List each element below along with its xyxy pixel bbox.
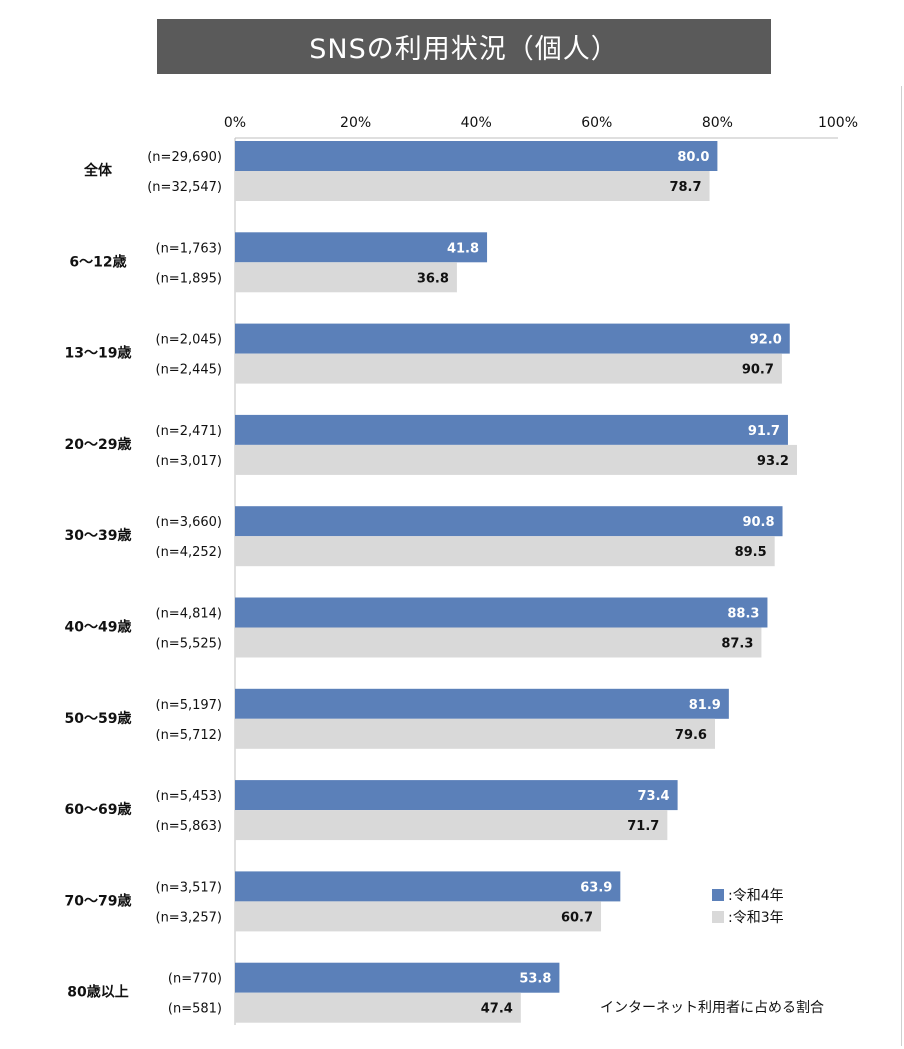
data-label: 73.4: [638, 789, 670, 804]
sample-size-label: (n=32,547): [147, 180, 222, 195]
sample-size-label: (n=4,252): [156, 545, 223, 560]
legend-item-previous: :令和3年: [712, 906, 784, 928]
data-label: 36.8: [417, 271, 449, 286]
data-label: 92.0: [750, 333, 782, 348]
data-label: 78.7: [669, 180, 701, 195]
bar: [235, 444, 797, 475]
bar: [235, 171, 710, 201]
data-label: 41.8: [447, 241, 479, 256]
sample-size-label: (n=2,045): [156, 333, 223, 348]
sample-size-label: (n=2,471): [156, 424, 223, 439]
category-label: 40～49歳: [65, 619, 132, 636]
category-label: 20～29歳: [65, 436, 132, 453]
bar: [235, 962, 560, 993]
bar: [235, 871, 621, 902]
data-label: 88.3: [727, 607, 759, 622]
legend: :令和4年 :令和3年: [712, 884, 784, 928]
bar: [235, 232, 488, 263]
data-label: 63.9: [580, 880, 612, 895]
bar: [235, 688, 729, 719]
category-label: 60～69歳: [65, 801, 132, 818]
legend-item-current: :令和4年: [712, 884, 784, 906]
bar: [235, 323, 790, 354]
data-label: 71.7: [627, 819, 659, 834]
sample-size-label: (n=770): [168, 972, 222, 987]
bar: [235, 506, 783, 537]
data-label: 60.7: [561, 910, 593, 925]
data-label: 87.3: [721, 637, 753, 652]
x-tick-label: 80%: [702, 115, 733, 131]
category-label: 50～59歳: [65, 710, 132, 727]
sample-size-label: (n=1,895): [156, 271, 223, 286]
bar: [235, 353, 782, 384]
chart-title-banner: SNSの利用状況（個人）: [157, 19, 771, 74]
x-tick-label: 60%: [581, 115, 612, 131]
x-tick-label: 100%: [818, 115, 858, 131]
data-label: 53.8: [519, 972, 551, 987]
legend-swatch-previous: [712, 911, 724, 923]
sample-size-label: (n=5,525): [156, 637, 223, 652]
sample-size-label: (n=3,517): [156, 880, 223, 895]
bar: [235, 780, 678, 811]
bar: [235, 597, 768, 628]
data-label: 93.2: [757, 454, 789, 469]
sample-size-label: (n=5,712): [156, 728, 223, 743]
sample-size-label: (n=5,197): [156, 698, 223, 713]
bar: [235, 141, 718, 171]
x-tick-label: 0%: [224, 115, 246, 131]
bar: [235, 901, 602, 932]
sample-size-label: (n=3,257): [156, 910, 223, 925]
x-tick-label: 40%: [461, 115, 492, 131]
sample-size-label: (n=2,445): [156, 363, 223, 378]
right-border-line: [901, 86, 902, 1046]
chart-title: SNSの利用状況（個人）: [309, 34, 619, 65]
data-label: 47.4: [481, 1002, 513, 1017]
sample-size-label: (n=1,763): [156, 241, 223, 256]
legend-label-current: :令和4年: [728, 888, 784, 904]
sample-size-label: (n=3,017): [156, 454, 223, 469]
bar: [235, 810, 668, 841]
sample-size-label: (n=29,690): [147, 150, 222, 165]
data-label: 80.0: [677, 150, 709, 165]
legend-label-previous: :令和3年: [728, 910, 784, 926]
bar: [235, 262, 457, 293]
data-label: 90.8: [742, 515, 774, 530]
sample-size-label: (n=3,660): [156, 515, 223, 530]
sample-size-label: (n=5,453): [156, 789, 223, 804]
category-label: 80歳以上: [67, 984, 128, 1001]
category-label: 70～79歳: [65, 892, 132, 909]
data-label: 90.7: [742, 363, 774, 378]
bar: [235, 718, 715, 749]
bar: [235, 992, 521, 1023]
bar: [235, 536, 775, 567]
sample-size-label: (n=581): [168, 1002, 222, 1017]
data-label: 79.6: [675, 728, 707, 743]
sample-size-label: (n=5,863): [156, 819, 223, 834]
category-label: 30～39歳: [65, 527, 132, 544]
category-label: 全体: [83, 162, 113, 179]
data-label: 91.7: [748, 424, 780, 439]
bar: [235, 627, 762, 658]
sample-size-label: (n=4,814): [156, 607, 223, 622]
data-label: 81.9: [689, 698, 721, 713]
data-label: 89.5: [735, 545, 767, 560]
legend-swatch-current: [712, 889, 724, 901]
bar: [235, 414, 788, 445]
category-label: 13～19歳: [65, 345, 132, 362]
x-tick-label: 20%: [340, 115, 371, 131]
category-label: 6～12歳: [69, 253, 126, 270]
chart-footnote: インターネット利用者に占める割合: [600, 1000, 824, 1016]
